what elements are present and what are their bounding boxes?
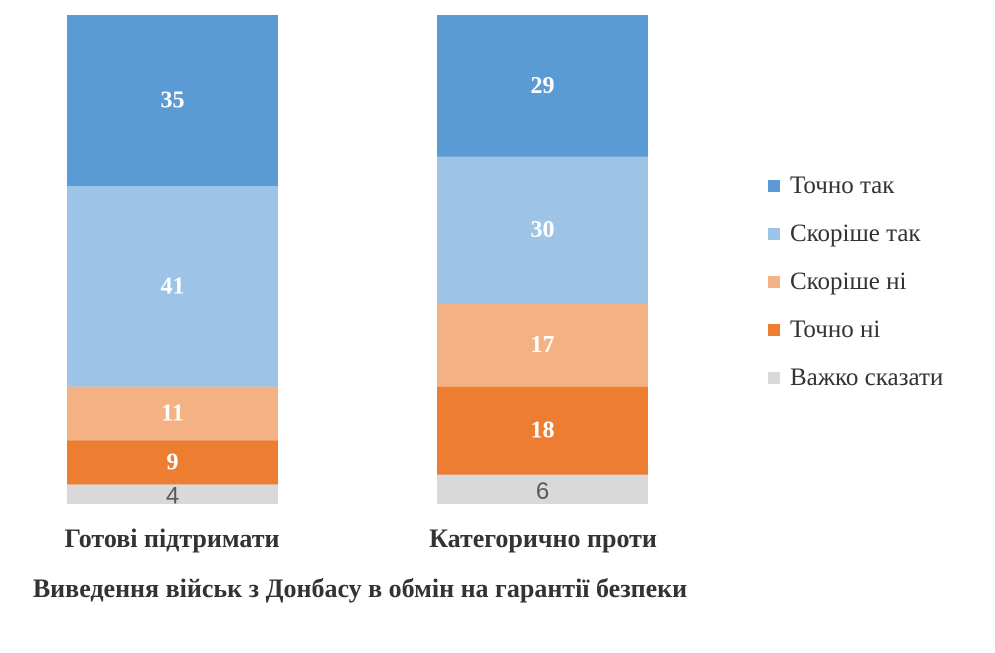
bar-segment-rather-no-1	[437, 303, 648, 387]
chart-legend: Точно так Скоріше так Скоріше ні Точно ні Ва…	[768, 172, 943, 412]
data-label-definitely-yes-0: 35	[161, 88, 185, 114]
legend-item-rather-no: Скоріше ні	[768, 268, 943, 296]
data-label-rather-no-0: 11	[161, 401, 184, 427]
data-label-rather-yes-1: 30	[531, 217, 555, 243]
data-label-definitely-no-0: 9	[167, 449, 179, 475]
data-label-rather-yes-0: 41	[161, 273, 185, 299]
data-label-hard-to-say-0: 4	[166, 483, 179, 510]
data-label-rather-no-1: 17	[531, 332, 555, 358]
legend-item-rather-yes: Скоріше так	[768, 220, 943, 248]
legend-item-definitely-yes: Точно так	[768, 172, 943, 200]
bar-segment-rather-yes-0	[67, 186, 278, 387]
legend-swatch-definitely-no	[768, 324, 780, 336]
bar-segment-definitely-yes-1	[437, 15, 648, 157]
legend-label-hard-to-say: Важко сказати	[790, 364, 944, 391]
bar-segment-definitely-no-0	[67, 440, 278, 485]
category-label-ready-to-support: Готові підтримати	[64, 524, 280, 553]
bar-segment-hard-to-say-1	[437, 474, 648, 504]
bar-segment-rather-no-0	[67, 386, 278, 441]
legend-swatch-hard-to-say	[768, 372, 780, 384]
legend-item-definitely-no: Точно ні	[768, 316, 943, 344]
bar-segment-hard-to-say-0	[67, 484, 278, 504]
data-label-definitely-no-1: 18	[531, 418, 555, 444]
data-label-definitely-yes-1: 29	[531, 73, 555, 99]
legend-swatch-rather-no	[768, 276, 780, 288]
legend-swatch-definitely-yes	[768, 180, 780, 192]
legend-swatch-rather-yes	[768, 228, 780, 240]
bar-segment-definitely-no-1	[437, 386, 648, 475]
data-label-hard-to-say-1: 6	[536, 478, 549, 505]
bar-segment-rather-yes-1	[437, 156, 648, 304]
legend-label-rather-yes: Скоріше так	[790, 220, 921, 247]
legend-item-hard-to-say: Важко сказати	[768, 364, 943, 392]
x-axis-title: Виведення військ з Донбасу в обмін на га…	[32, 574, 688, 603]
legend-label-definitely-yes: Точно так	[790, 172, 895, 199]
legend-label-definitely-no: Точно ні	[790, 316, 881, 343]
legend-label-rather-no: Скоріше ні	[790, 268, 907, 295]
bar-segment-definitely-yes-0	[67, 15, 278, 187]
category-label-categorically-against: Категорично проти	[429, 524, 657, 553]
